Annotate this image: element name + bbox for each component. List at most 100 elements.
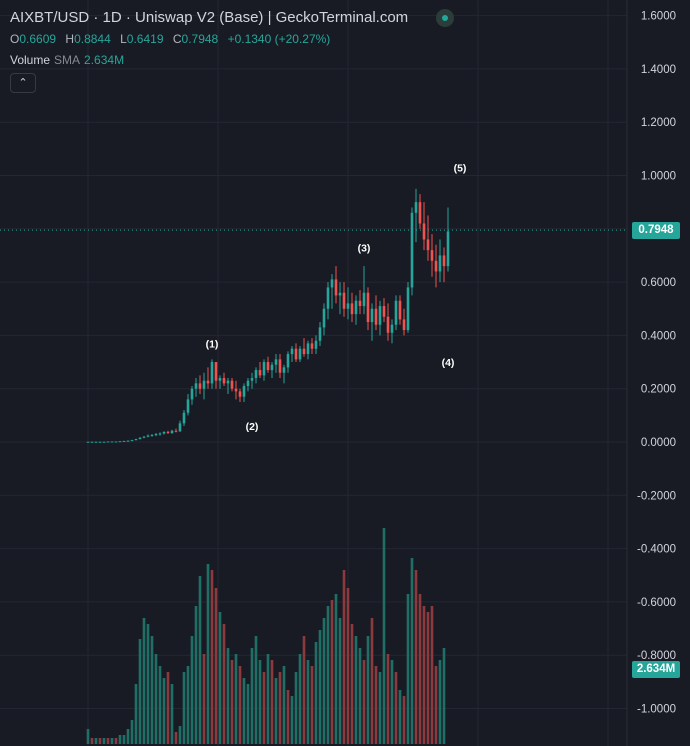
- candle-body: [194, 383, 198, 389]
- volume-bar: [254, 636, 258, 744]
- volume-bar: [310, 666, 314, 744]
- candle-body: [438, 255, 442, 272]
- volume-bar: [86, 729, 90, 744]
- candle-body: [342, 292, 346, 309]
- volume-bar: [434, 666, 438, 744]
- candle-body: [90, 441, 94, 443]
- candle-body: [174, 430, 178, 432]
- candle-body: [294, 348, 298, 360]
- candle-body: [214, 362, 218, 381]
- candle-body: [242, 386, 246, 397]
- volume-value: 2.634M: [84, 53, 125, 67]
- candle-body: [250, 378, 254, 381]
- candle-body: [166, 431, 170, 433]
- volume-bar: [438, 660, 442, 744]
- wave-label: (1): [206, 338, 219, 350]
- candle-body: [374, 308, 378, 325]
- volume-bar: [270, 660, 274, 744]
- collapse-legend-button[interactable]: ⌃: [10, 73, 36, 93]
- volume-bar: [334, 594, 338, 744]
- volume-bar: [386, 654, 390, 744]
- candle-body: [254, 370, 258, 379]
- candle-body: [86, 441, 90, 443]
- candle-body: [326, 287, 330, 309]
- candle-body: [274, 359, 278, 365]
- candle-body: [170, 430, 174, 433]
- volume-bar: [366, 636, 370, 744]
- candle-body: [394, 300, 398, 325]
- volume-bar: [338, 618, 342, 744]
- volume-bar: [194, 606, 198, 744]
- grid: [0, 0, 627, 746]
- ohlc-legend: O0.6609 H0.8844 L0.6419 C0.7948 +0.1340 …: [10, 32, 336, 46]
- volume-bar: [226, 648, 230, 744]
- volume-bar: [370, 618, 374, 744]
- candle-body: [338, 292, 342, 296]
- close-value: 0.7948: [181, 32, 219, 46]
- wave-label: (5): [454, 163, 467, 175]
- volume-bar: [138, 639, 142, 744]
- candle-body: [410, 212, 414, 288]
- volume-bar: [418, 594, 422, 744]
- candle-body: [434, 260, 438, 272]
- close-label: C: [172, 32, 182, 46]
- volume-bar: [118, 735, 122, 744]
- volume-bar: [106, 738, 110, 744]
- candle-body: [238, 391, 242, 397]
- wave-label: (4): [442, 357, 455, 369]
- candle-body: [210, 362, 214, 384]
- volume-bar: [290, 696, 294, 744]
- candle-body: [258, 370, 262, 376]
- live-status-icon: [436, 9, 454, 27]
- volume-bar: [358, 648, 362, 744]
- candle-body: [218, 378, 222, 381]
- volume-bar: [322, 618, 326, 744]
- volume-bar: [294, 672, 298, 744]
- candle-body: [142, 436, 146, 438]
- last-price-badge: 0.7948: [632, 221, 680, 239]
- high-value: 0.8844: [74, 32, 111, 46]
- change-value: +0.1340 (+20.27%): [227, 32, 331, 46]
- candle-body: [414, 202, 418, 213]
- volume-bar: [354, 636, 358, 744]
- y-tick-label: 1.2000: [641, 117, 676, 129]
- volume-bar: [282, 666, 286, 744]
- candle-body: [334, 279, 338, 296]
- volume-bar: [210, 570, 214, 744]
- volume-label: Volume: [10, 53, 51, 67]
- candle-body: [130, 440, 134, 442]
- candle-body: [114, 441, 118, 443]
- candle-body: [382, 306, 386, 317]
- volume-bar: [382, 528, 386, 744]
- candle-body: [370, 308, 374, 323]
- candle-body: [186, 399, 190, 413]
- y-tick-label: -0.8000: [637, 650, 676, 662]
- candle-body: [386, 316, 390, 333]
- candle-body: [330, 279, 334, 288]
- candle-body: [262, 362, 266, 376]
- candle-body: [362, 292, 366, 307]
- volume-bar: [98, 738, 102, 744]
- y-tick-label: -1.0000: [637, 704, 676, 716]
- volume-bar: [134, 684, 138, 744]
- candle-body: [426, 239, 430, 251]
- wave-label: (2): [246, 421, 259, 433]
- candle-body: [106, 441, 110, 443]
- candle-body: [406, 287, 410, 331]
- volume-bar: [274, 678, 278, 744]
- volume-bar: [178, 726, 182, 744]
- candle-body: [390, 324, 394, 333]
- volume-bars: [86, 528, 446, 744]
- candle-body: [350, 303, 354, 315]
- wave-label: (3): [358, 242, 371, 254]
- volume-bar: [110, 738, 114, 744]
- candle-body: [222, 378, 226, 384]
- volume-bar: [246, 684, 250, 744]
- volume-bar: [190, 636, 194, 744]
- volume-bar: [426, 612, 430, 744]
- volume-bar: [414, 570, 418, 744]
- volume-bar: [206, 564, 210, 744]
- candle-body: [286, 354, 290, 368]
- volume-bar: [402, 696, 406, 744]
